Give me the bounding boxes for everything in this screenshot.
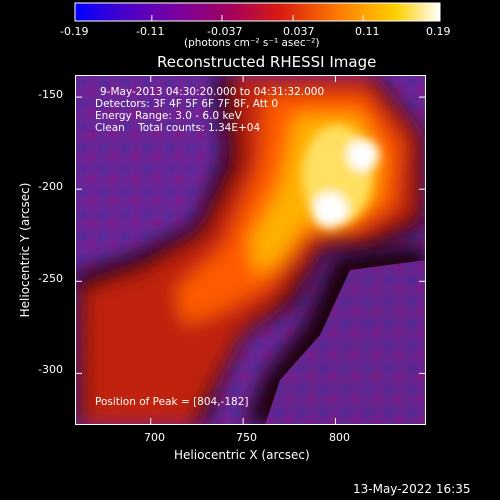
x-tick-label: 800 [329,431,350,444]
x-tick-label: 700 [144,431,165,444]
colorbar-tick-label: -0.11 [136,25,165,38]
colorbar [74,2,441,22]
colorbar-ticks [74,15,441,21]
plot-title: Reconstructed RHESSI Image [157,53,377,71]
peak-position: Position of Peak = [804,-182] [95,396,249,408]
plot-ticks [75,75,426,425]
clean-counts: Clean Total counts: 1.34E+04 [95,122,261,134]
x-axis-title: Heliocentric X (arcsec) [174,448,310,462]
colorbar-tick-label: 0.11 [355,25,380,38]
y-tick-label: -300 [38,363,63,376]
colorbar-gradient [74,2,441,22]
colorbar-tick-label: 0.037 [283,25,315,38]
colorbar-tick-label: -0.037 [207,25,243,38]
y-tick-label: -250 [38,272,63,285]
x-tick-label: 750 [236,431,257,444]
rhessi-image [75,75,426,425]
observation-time: 9-May-2013 04:30:20.000 to 04:31:32.000 [100,86,325,98]
y-tick-label: -150 [38,88,63,101]
detectors-info: Detectors: 3F 4F 5F 6F 7F 8F, Att 0 [95,98,279,110]
colorbar-tick-label: 0.19 [426,25,451,38]
colorbar-tick-label: -0.19 [60,25,89,38]
colorbar-units: (photons cm⁻² s⁻¹ asec⁻²) [184,37,320,49]
y-axis-title: Heliocentric Y (arcsec) [18,182,32,318]
y-tick-label: -200 [38,180,63,193]
timestamp: 13-May-2022 16:35 [353,482,471,496]
energy-range: Energy Range: 3.0 - 6.0 keV [95,110,242,122]
